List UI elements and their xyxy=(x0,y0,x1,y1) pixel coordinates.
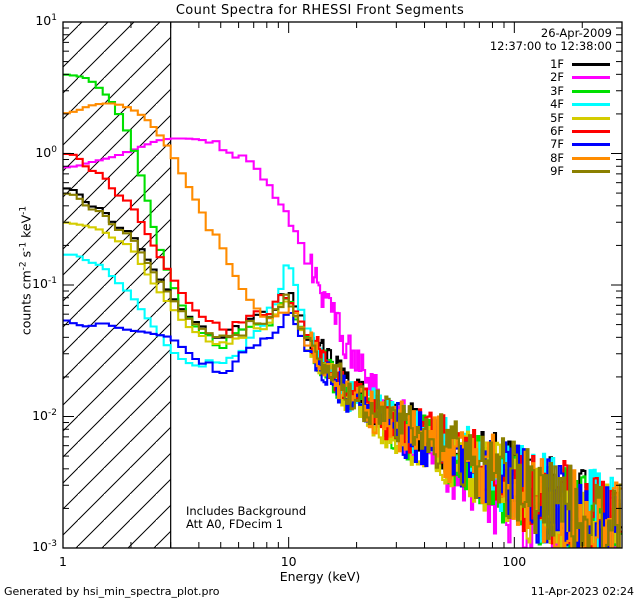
spectrum-curve-9f xyxy=(63,192,622,548)
legend-label-4f: 4F xyxy=(550,97,564,112)
observation-date: 26-Apr-2009 xyxy=(540,26,612,40)
y-tick-label: 101 xyxy=(35,12,57,28)
legend-swatch-1f xyxy=(572,63,610,66)
footer-timestamp: 11-Apr-2023 02:24 xyxy=(530,585,634,598)
footer-generated-by: Generated by hsi_min_spectra_plot.pro xyxy=(4,585,220,598)
x-tick-label: 10 xyxy=(280,554,297,569)
annotation-includes-background: Includes Background xyxy=(186,504,307,518)
y-tick-label: 10-1 xyxy=(32,275,57,291)
x-axis-label: Energy (keV) xyxy=(279,569,361,584)
legend-label-3f: 3F xyxy=(550,83,564,98)
x-tick-label: 100 xyxy=(502,554,527,569)
y-tick-label: 10-3 xyxy=(32,538,57,554)
legend-swatch-4f xyxy=(572,103,610,107)
x-tick-label: 1 xyxy=(59,554,67,569)
legend-swatch-6f xyxy=(572,130,610,133)
legend-label-5f: 5F xyxy=(550,110,564,125)
legend-label-2f: 2F xyxy=(550,70,564,85)
legend-swatch-5f xyxy=(572,116,610,120)
legend-label-7f: 7F xyxy=(550,137,564,152)
annotation-attenuator-state: Att A0, FDecim 1 xyxy=(186,517,284,531)
spectrum-curve-8f xyxy=(63,102,622,548)
observation-time-range: 12:37:00 to 12:38:00 xyxy=(489,39,612,53)
legend-swatch-3f xyxy=(572,89,610,93)
legend-label-6f: 6F xyxy=(550,124,564,138)
page-title: Count Spectra for RHESSI Front Segments xyxy=(175,3,465,18)
legend-swatch-2f xyxy=(572,76,610,80)
excluded-energy-hatch xyxy=(63,22,171,548)
legend-label-8f: 8F xyxy=(550,150,564,165)
legend-label-9f: 9F xyxy=(550,164,564,179)
legend-swatch-9f xyxy=(572,170,610,174)
y-tick-label: 100 xyxy=(35,144,57,160)
y-tick-label: 10-2 xyxy=(32,407,57,423)
legend-swatch-7f xyxy=(572,143,610,147)
legend-swatch-8f xyxy=(572,156,610,160)
y-axis-label: counts cm-2 s-1 keV-1 xyxy=(18,205,34,336)
legend-label-1f: 1F xyxy=(550,57,564,71)
